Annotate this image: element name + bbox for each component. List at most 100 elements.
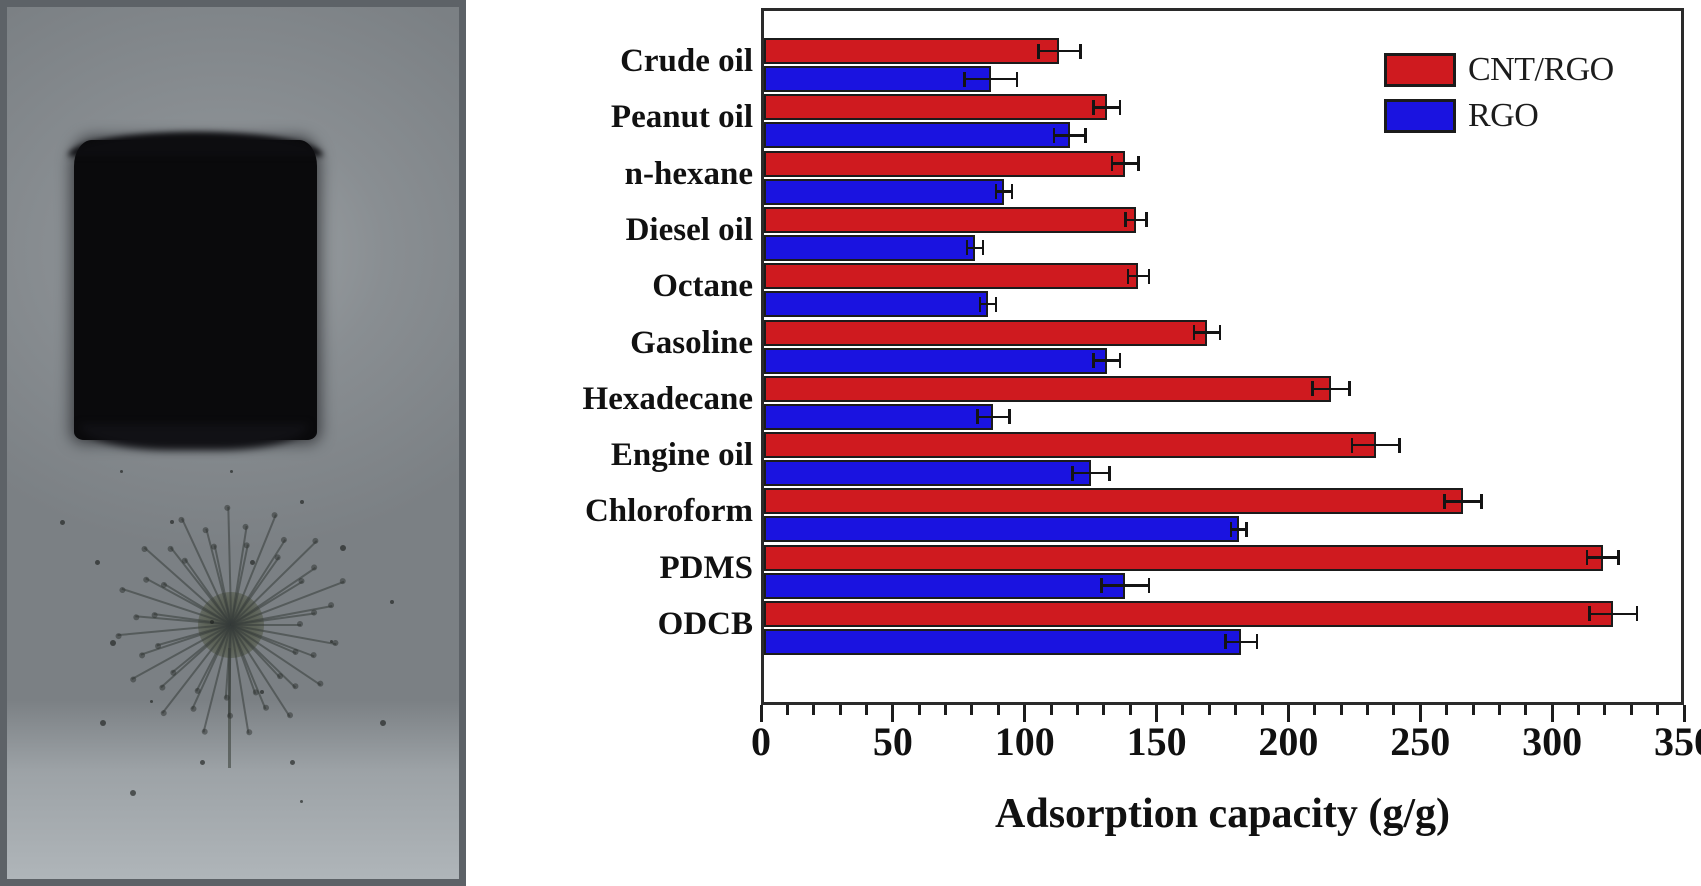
x-tick-label-150: 150 [1126,719,1187,764]
bar-rgo-engine-oil [764,460,1091,487]
x-tick-minor [1366,705,1370,715]
bar-row [764,432,1681,459]
error-bar-cap [1245,521,1248,537]
error-bar [1586,556,1619,559]
error-bar-cap [1192,325,1196,340]
bar-row [764,460,1681,487]
x-tick-minor [1075,705,1079,715]
photo-border [0,0,466,886]
category-axis-labels: Crude oil Peanut oil n-hexane Diesel oil Oct… [466,8,761,705]
bar-cnt-rgo-odcb [764,600,1614,627]
bar-cnt-rgo-hexadecane [764,375,1331,402]
x-tick-minor [917,705,921,715]
error-bar-cap [1052,127,1056,143]
error-bar-cap [1071,465,1074,481]
category-label-n-hexane: n-hexane [624,155,753,192]
bar-rgo-octane [764,291,989,318]
error-bar-cap [1617,550,1620,566]
error-bar [1125,218,1147,222]
error-bar [1038,49,1081,53]
error-bar-cap [1255,634,1259,650]
bar-row [764,572,1681,599]
error-bar-cap [963,71,966,87]
error-bar-cap [1224,634,1227,650]
photo-speck [200,760,205,765]
photo-floor-gradient [7,700,459,879]
error-bar-cap [1480,493,1483,509]
error-bar [967,246,983,250]
error-bar-cap [981,240,985,256]
bar-cnt-rgo-chloroform [764,488,1463,515]
error-bar-cap [976,409,979,425]
error-bar-cap [994,184,998,200]
error-bar-cap [1350,437,1354,453]
error-bar-cap [1092,99,1095,115]
error-bar-cap [1118,353,1122,368]
bar-rgo-crude-oil [764,66,991,93]
x-axis-title: Adsorption capacity (g/g) [995,791,1450,837]
photograph-panel [0,0,466,886]
error-bar-cap [1126,268,1130,284]
error-bar [1072,471,1110,475]
error-bar-cap [1010,184,1014,200]
photo-speck [170,520,174,524]
error-bar [1054,134,1086,137]
x-tick-minor [970,705,974,715]
bar-row [764,291,1681,318]
photo-speck [380,720,386,726]
plot-area [764,11,1681,702]
bar-cnt-rgo-peanut-oil [764,94,1107,121]
x-tick-minor [785,705,789,715]
photo-speck [390,600,394,604]
x-tick-major [759,705,763,722]
error-bar-cap [978,296,982,312]
x-tick-major [1550,705,1554,722]
error-bar-cap [1588,606,1591,622]
x-tick-major [1682,705,1686,722]
category-label-gasoline: Gasoline [630,324,753,361]
error-bar-cap [1124,212,1127,228]
category-label-diesel-oil: Diesel oil [625,211,753,248]
error-bar [1193,331,1221,334]
error-bar-cap [1348,381,1351,397]
x-tick-minor [838,705,842,715]
bar-row [764,600,1681,627]
category-label-peanut-oil: Peanut oil [610,99,753,136]
x-tick-major [1418,705,1422,722]
carbon-sponge-block [74,140,317,440]
bar-cnt-rgo-octane [764,263,1139,290]
x-tick-minor [1049,705,1053,715]
bar-row [764,206,1681,233]
x-tick-minor [1392,705,1396,715]
photo-speck [340,545,346,551]
error-bar-cap [1229,521,1233,537]
error-bar [1352,443,1400,447]
bar-row [764,38,1681,65]
photo-speck [95,560,100,565]
bar-rgo-diesel-oil [764,234,975,261]
error-bar-cap [1015,71,1019,87]
x-tick-label-250: 250 [1390,719,1451,764]
category-label-odcb: ODCB [657,605,753,642]
bar-rgo-chloroform [764,516,1239,543]
photo-speck [330,640,333,643]
x-tick-minor [1497,705,1501,715]
error-bar-cap [1118,99,1122,115]
error-bar [1101,584,1149,587]
photo-speck [250,560,255,565]
error-bar-cap [1092,353,1095,368]
bar-row [764,628,1681,655]
x-tick-label-350: 350 [1654,719,1701,764]
x-tick-label-300: 300 [1522,719,1583,764]
x-tick-minor [864,705,868,715]
photo-speck [230,470,233,473]
error-bar-cap [1635,606,1639,622]
x-tick-minor [1313,705,1317,715]
error-bar-cap [1110,156,1114,172]
bar-row [764,122,1681,149]
x-tick-minor [1524,705,1528,715]
bar-rgo-pdms [764,572,1126,599]
legend-item-rgo: RGO [1384,93,1644,139]
category-label-crude-oil: Crude oil [620,43,753,80]
